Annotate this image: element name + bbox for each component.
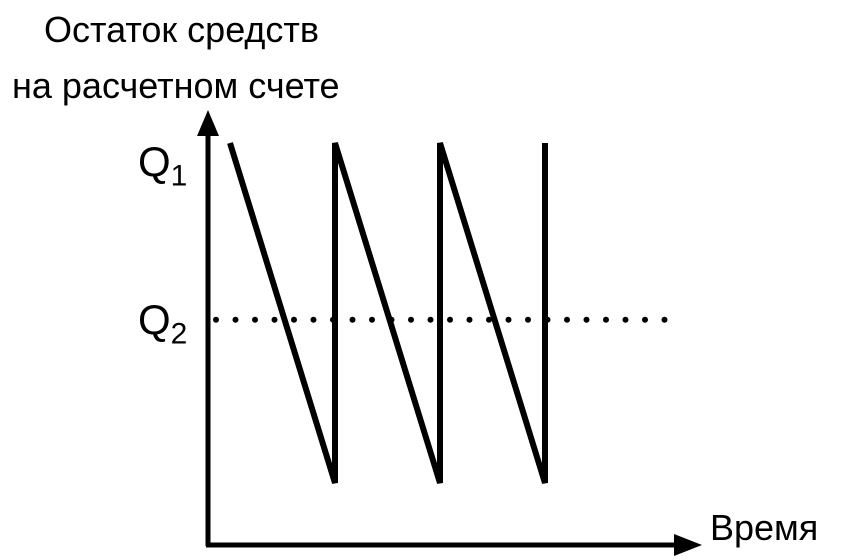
reference-line-dot <box>642 316 648 323</box>
reference-line-dot <box>369 316 375 323</box>
y-axis-arrow <box>197 110 219 136</box>
reference-line-dot <box>486 316 492 323</box>
reference-line-dot <box>252 316 258 323</box>
reference-line-dot <box>447 316 453 323</box>
reference-line-dot <box>349 316 356 323</box>
y-axis-title-line1: Остаток средств <box>44 9 320 50</box>
reference-line-dot <box>271 316 278 323</box>
reference-line-dot <box>525 316 531 323</box>
reference-line-dot <box>232 316 239 323</box>
ytick-q2: Q2 <box>138 296 188 351</box>
reference-line-dot <box>291 316 297 323</box>
reference-line-dot <box>661 316 668 323</box>
ytick-q1: Q1 <box>138 138 188 193</box>
reference-line-dot <box>466 316 473 323</box>
reference-line-dot <box>408 316 414 323</box>
reference-line-dot <box>213 316 219 323</box>
y-axis-title-line2: на расчетном счете <box>12 65 340 106</box>
reference-line-dot <box>310 316 317 323</box>
reference-line-dot <box>583 316 590 323</box>
reference-line-dot <box>427 316 434 323</box>
x-axis-label: Время <box>710 507 819 548</box>
balance-sawtooth-line <box>227 142 548 484</box>
reference-line-dot <box>603 316 609 323</box>
reference-line-dot <box>505 316 512 323</box>
reference-line-dot <box>622 316 629 323</box>
reference-line-dot <box>564 316 570 323</box>
x-axis-arrow <box>674 534 702 556</box>
